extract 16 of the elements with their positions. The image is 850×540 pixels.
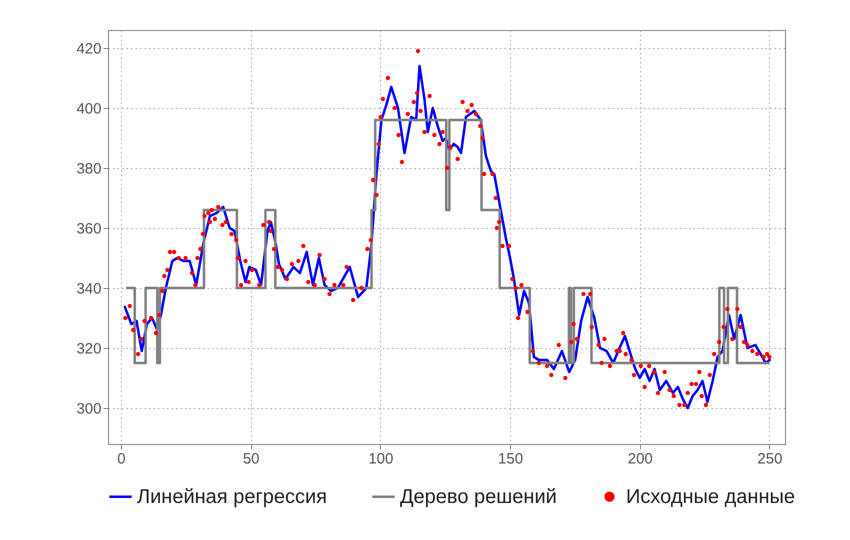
legend-label: Дерево решений — [400, 486, 557, 508]
y-tick-label: 420 — [76, 40, 102, 58]
y-tick-label: 380 — [76, 160, 102, 178]
legend-label: Исходные данные — [626, 486, 795, 508]
y-tick-label: 300 — [76, 400, 102, 418]
legend-label: Линейная регрессия — [137, 486, 327, 508]
x-tick-label: 200 — [628, 450, 653, 468]
x-tick-label: 150 — [498, 450, 524, 468]
x-tick-label: 100 — [368, 450, 394, 468]
x-tick-label: 0 — [117, 450, 126, 468]
y-tick-label: 360 — [76, 220, 102, 238]
x-tick-label: 250 — [757, 450, 782, 468]
y-tick-label: 320 — [76, 340, 102, 358]
y-tick-label: 340 — [76, 280, 102, 298]
y-tick-label: 400 — [76, 100, 102, 118]
x-tick-label: 50 — [242, 450, 260, 468]
